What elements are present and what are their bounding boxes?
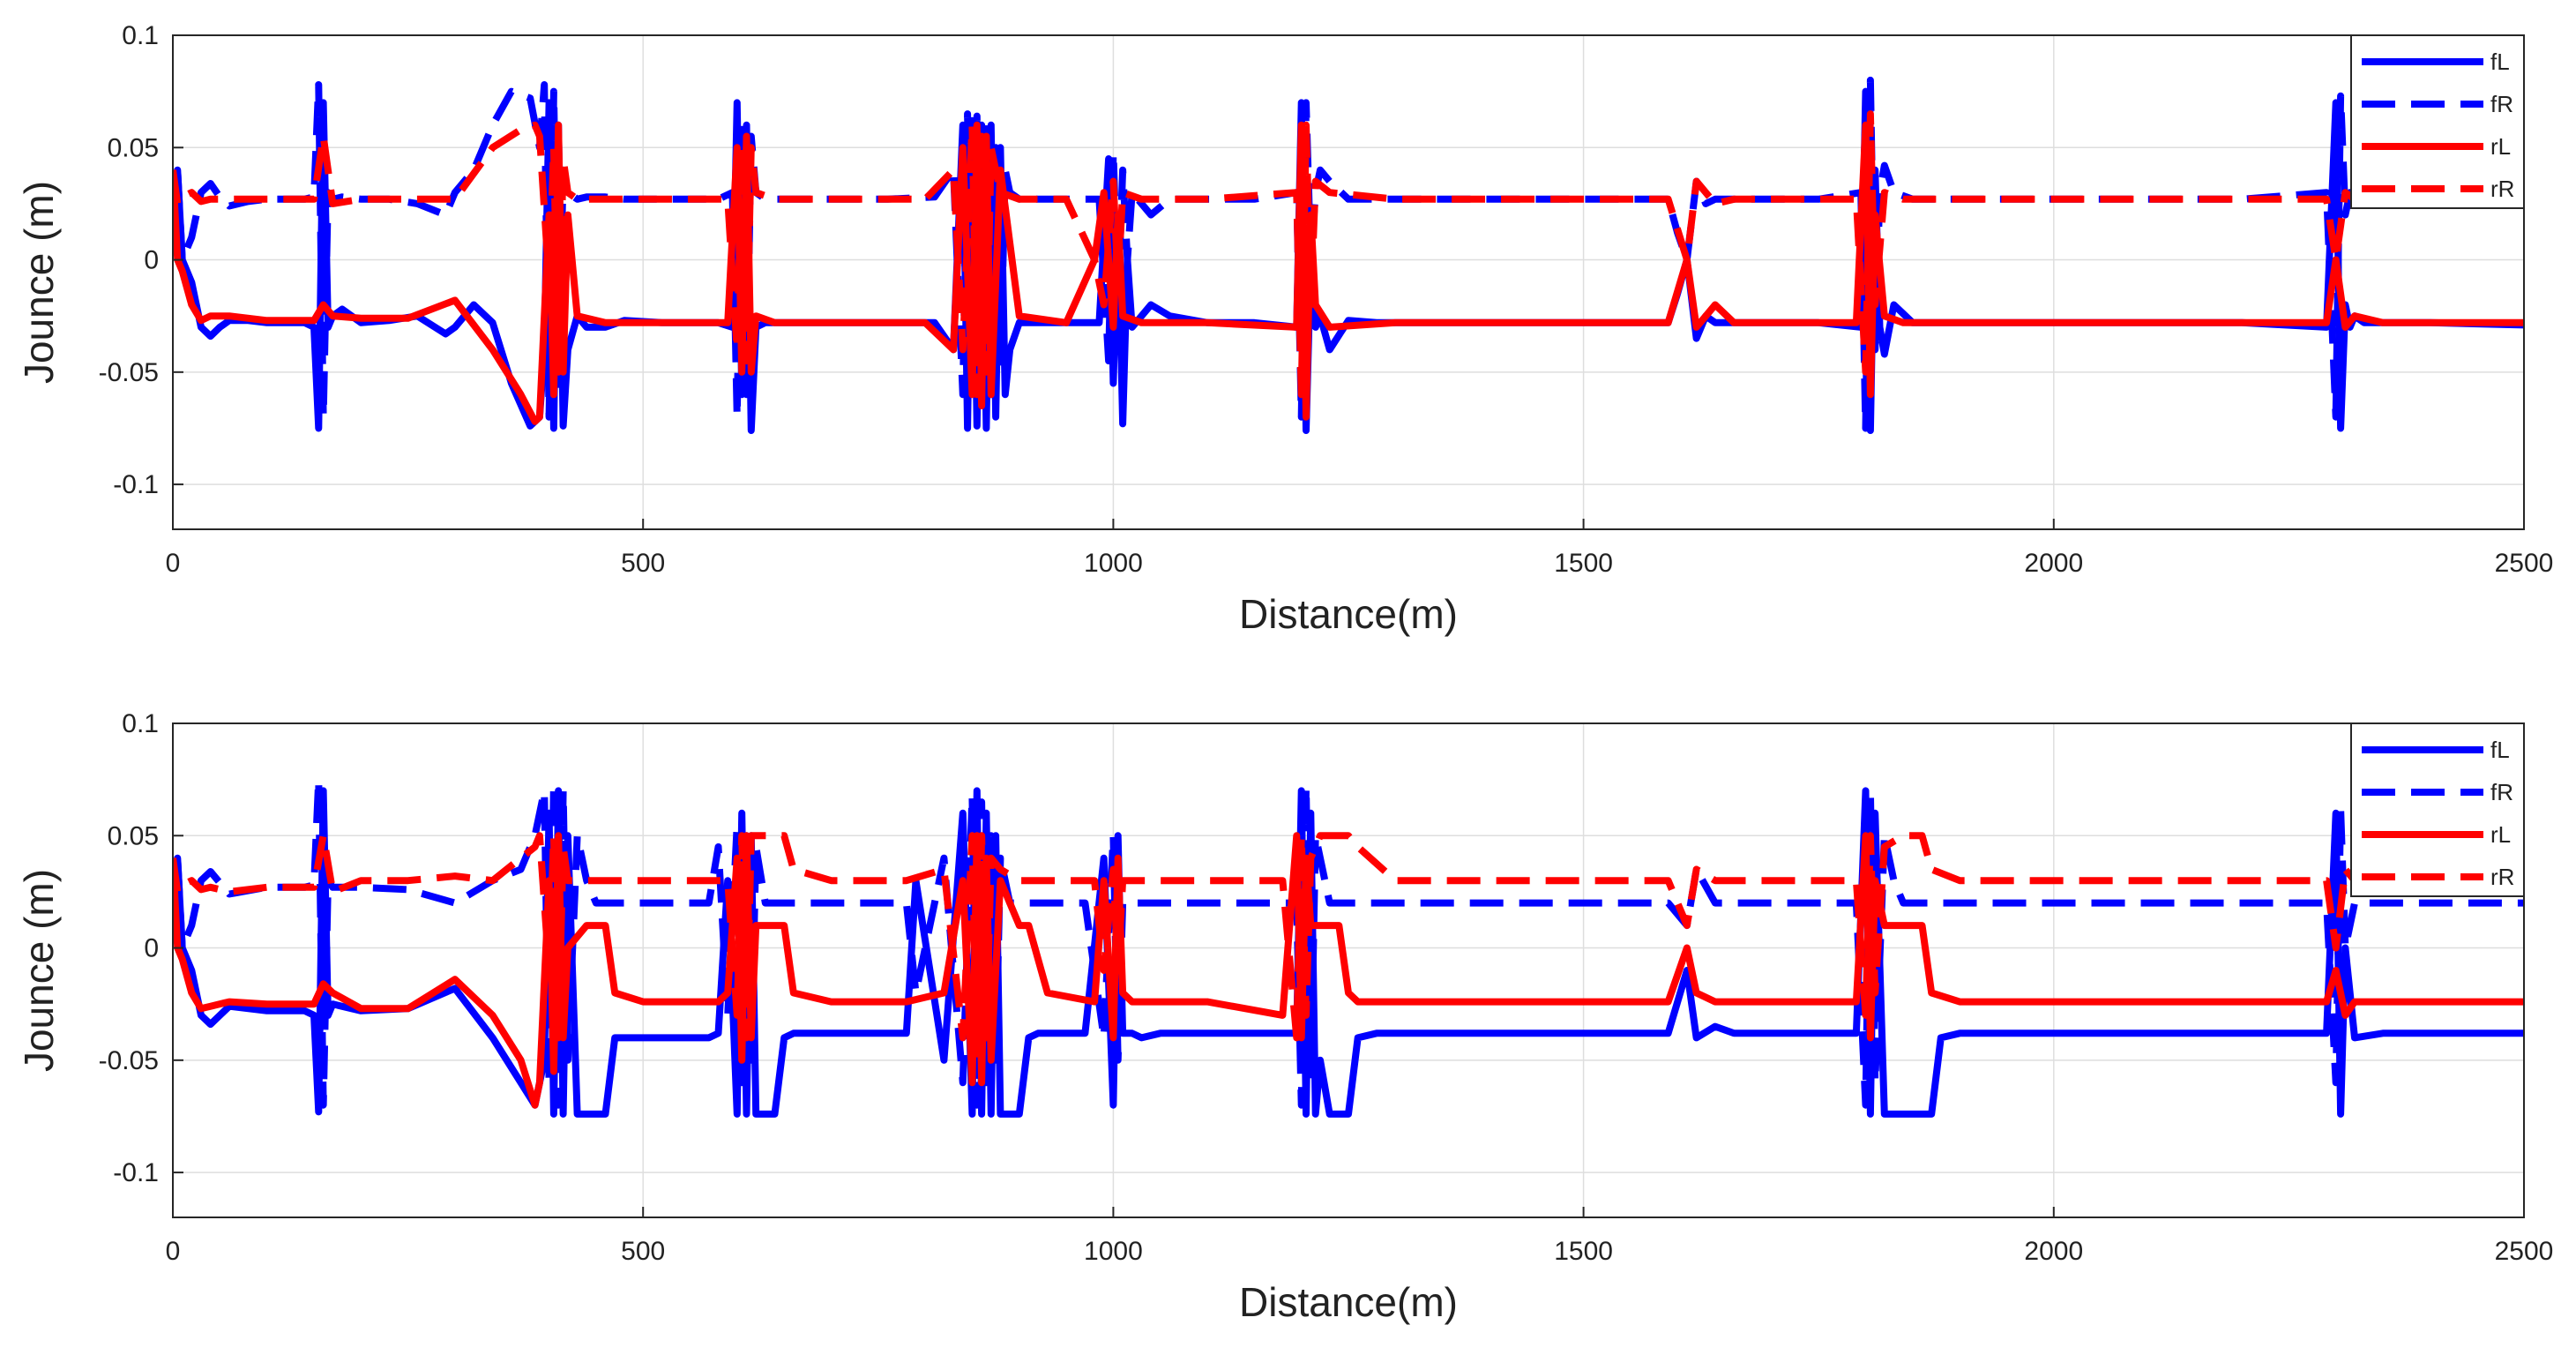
y-tick-label: 0.05 — [108, 133, 159, 162]
x-tick-label: 500 — [621, 549, 665, 578]
y-tick-label: 0 — [144, 246, 159, 275]
axes-box — [172, 34, 2525, 530]
y-tick-label: -0.05 — [99, 358, 159, 387]
chart-panel-1: 0 500 1000 1500 2000 2500 -0.1 -0.05 0 0.05 0.1 Dis… — [16, 21, 2553, 637]
x-tick-label: 1500 — [1554, 1237, 1613, 1266]
series-line-rL — [173, 832, 2524, 1109]
x-tick-label: 2500 — [2495, 1237, 2554, 1266]
legend-label-rL: rL — [2490, 133, 2511, 160]
legend: fL fR rL rR — [2350, 34, 2525, 209]
legend-label-fR: fR — [2490, 91, 2513, 117]
series-line-rR — [173, 110, 2524, 399]
y-tick-label: -0.1 — [113, 470, 159, 499]
plot-area — [173, 35, 2524, 529]
legend-label-rL: rL — [2490, 821, 2511, 848]
x-tick-label: 1500 — [1554, 549, 1613, 578]
series-group — [173, 775, 2524, 1118]
x-axis-label: Distance(m) — [1239, 591, 1458, 637]
y-tick-label: 0.1 — [122, 21, 159, 50]
y-tick-label: 0 — [144, 934, 159, 963]
legend-label-fL: fL — [2490, 737, 2510, 763]
x-tick-label: 1000 — [1084, 549, 1143, 578]
legend-label-rR: rR — [2490, 864, 2514, 890]
x-tick-label: 2000 — [2024, 1237, 2083, 1266]
x-tick-label: 2500 — [2495, 549, 2554, 578]
legend-label-fL: fL — [2490, 49, 2510, 75]
y-tick-label: -0.05 — [99, 1046, 159, 1075]
series-line-fR — [173, 775, 2524, 1109]
x-tick-label: 0 — [166, 1237, 181, 1266]
legend-label-fR: fR — [2490, 779, 2513, 805]
x-tick-label: 0 — [166, 549, 181, 578]
y-tick-label: 0.1 — [122, 709, 159, 738]
y-axis-label: Jounce (m) — [16, 869, 62, 1072]
x-tick-label: 2000 — [2024, 549, 2083, 578]
series-line-rR — [173, 832, 2524, 1064]
x-tick-label: 500 — [621, 1237, 665, 1266]
legend-label-rR: rR — [2490, 176, 2514, 202]
axes-box — [172, 722, 2525, 1218]
x-axis-label: Distance(m) — [1239, 1279, 1458, 1325]
y-axis-label: Jounce (m) — [16, 181, 62, 384]
x-tick-label: 1000 — [1084, 1237, 1143, 1266]
y-tick-label: -0.1 — [113, 1158, 159, 1187]
series-group — [173, 76, 2524, 434]
chart-panel-2: 0 500 1000 1500 2000 2500 -0.1 -0.05 0 0.05 0.1 Dis… — [16, 709, 2553, 1325]
y-tick-label: 0.05 — [108, 821, 159, 850]
legend: fL fR rL rR — [2350, 722, 2525, 897]
